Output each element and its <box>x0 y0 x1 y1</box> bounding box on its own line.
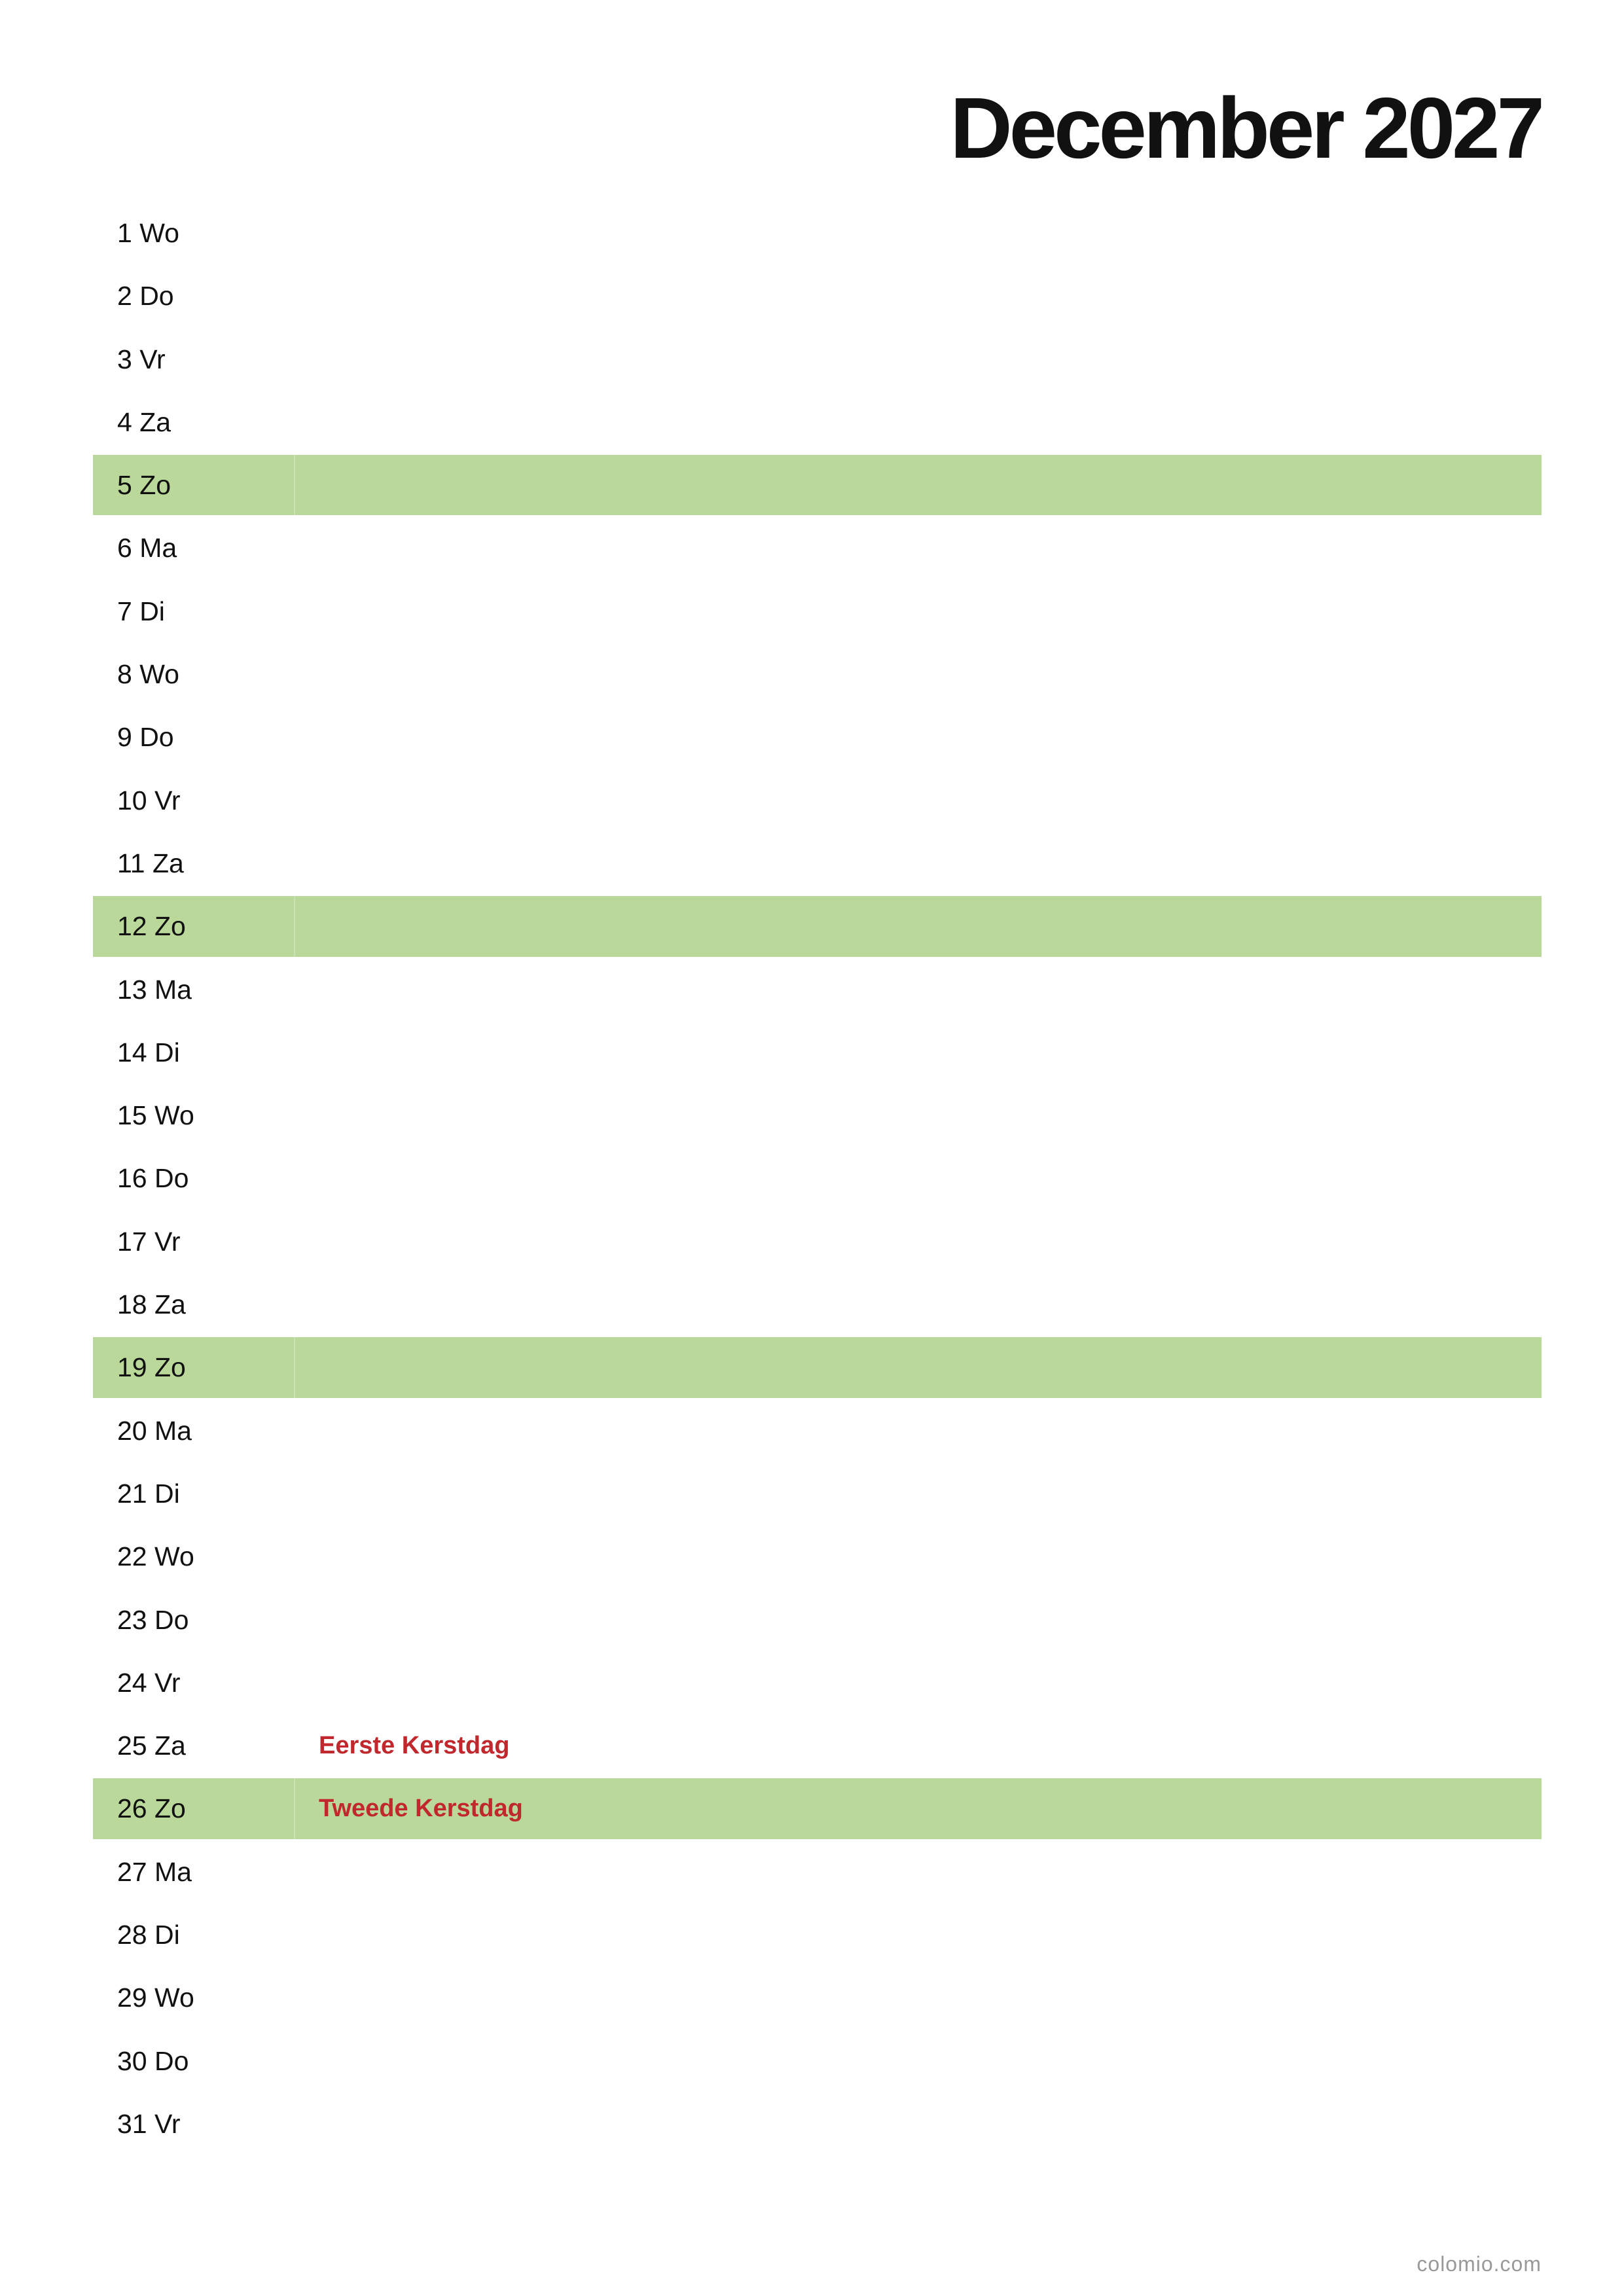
day-row: 10 Vr <box>93 769 1542 832</box>
highlight-band <box>93 896 1542 957</box>
day-label: 27 Ma <box>117 1856 192 1887</box>
day-row: 14 Di <box>93 1021 1542 1084</box>
column-divider <box>294 1778 295 1839</box>
day-label: 3 Vr <box>117 344 166 374</box>
day-row: 26 Zo Tweede Kerstdag <box>93 1777 1542 1840</box>
day-label: 24 Vr <box>117 1667 181 1698</box>
day-row: 23 Do <box>93 1588 1542 1651</box>
day-label: 9 Do <box>117 722 174 753</box>
footer: colomio.com <box>1416 2252 1542 2276</box>
day-row: 1 Wo <box>93 202 1542 264</box>
holiday-label: Eerste Kerstdag <box>319 1732 510 1760</box>
day-label: 7 Di <box>117 596 165 626</box>
day-row: 28 Di <box>93 1903 1542 1966</box>
day-label: 17 Vr <box>117 1226 181 1257</box>
day-label: 20 Ma <box>117 1415 192 1446</box>
day-label: 30 Do <box>117 2045 189 2076</box>
day-label: 4 Za <box>117 406 171 437</box>
day-row: 6 Ma <box>93 516 1542 579</box>
holiday-label: Tweede Kerstdag <box>319 1795 523 1823</box>
day-label: 10 Vr <box>117 785 181 816</box>
day-label: 28 Di <box>117 1920 180 1950</box>
day-label: 29 Wo <box>117 1982 194 2013</box>
day-label: 31 Vr <box>117 2108 181 2139</box>
day-label: 6 Ma <box>117 533 177 564</box>
day-label: 1 Wo <box>117 218 179 248</box>
day-label: 22 Wo <box>117 1541 194 1572</box>
day-row: 22 Wo <box>93 1525 1542 1588</box>
day-label: 5 Zo <box>117 470 171 501</box>
highlight-band <box>93 455 1542 516</box>
day-label: 26 Zo <box>117 1793 186 1824</box>
day-row: 18 Za <box>93 1273 1542 1336</box>
day-row: 2 Do <box>93 264 1542 327</box>
day-row: 16 Do <box>93 1147 1542 1210</box>
day-row: 12 Zo <box>93 895 1542 958</box>
day-row: 24 Vr <box>93 1651 1542 1714</box>
day-row: 17 Vr <box>93 1210 1542 1273</box>
day-row: 13 Ma <box>93 958 1542 1021</box>
column-divider <box>294 1337 295 1398</box>
day-label: 25 Za <box>117 1731 186 1761</box>
day-row: 27 Ma <box>93 1840 1542 1903</box>
day-row: 9 Do <box>93 706 1542 768</box>
day-row: 19 Zo <box>93 1336 1542 1399</box>
day-row: 15 Wo <box>93 1084 1542 1147</box>
day-row: 5 Zo <box>93 454 1542 516</box>
column-divider <box>294 896 295 957</box>
day-row: 4 Za <box>93 391 1542 454</box>
day-label: 23 Do <box>117 1604 189 1635</box>
column-divider <box>294 455 295 516</box>
day-list: 1 Wo 2 Do 3 Vr 4 Za 5 Zo 6 Ma 7 Di 8 Wo 9 Do 10 V… <box>93 202 1542 2155</box>
day-label: 11 Za <box>117 848 184 878</box>
day-label: 12 Zo <box>117 911 186 942</box>
day-label: 2 Do <box>117 281 174 312</box>
day-row: 8 Wo <box>93 643 1542 706</box>
day-row: 3 Vr <box>93 328 1542 391</box>
highlight-band <box>93 1778 1542 1839</box>
day-row: 7 Di <box>93 580 1542 643</box>
day-label: 18 Za <box>117 1289 186 1320</box>
day-row: 20 Ma <box>93 1399 1542 1462</box>
day-row: 29 Wo <box>93 1966 1542 2029</box>
highlight-band <box>93 1337 1542 1398</box>
day-row: 11 Za <box>93 832 1542 895</box>
day-label: 14 Di <box>117 1037 180 1067</box>
day-row: 21 Di <box>93 1462 1542 1525</box>
day-label: 21 Di <box>117 1478 180 1509</box>
day-label: 8 Wo <box>117 659 179 690</box>
title: December 2027 <box>950 80 1545 176</box>
day-label: 16 Do <box>117 1163 189 1194</box>
day-row: 30 Do <box>93 2030 1542 2092</box>
day-label: 13 Ma <box>117 974 192 1005</box>
day-row: 31 Vr <box>93 2092 1542 2155</box>
day-label: 19 Zo <box>117 1352 186 1383</box>
day-row: 25 Za Eerste Kerstdag <box>93 1714 1542 1777</box>
day-label: 15 Wo <box>117 1100 194 1131</box>
